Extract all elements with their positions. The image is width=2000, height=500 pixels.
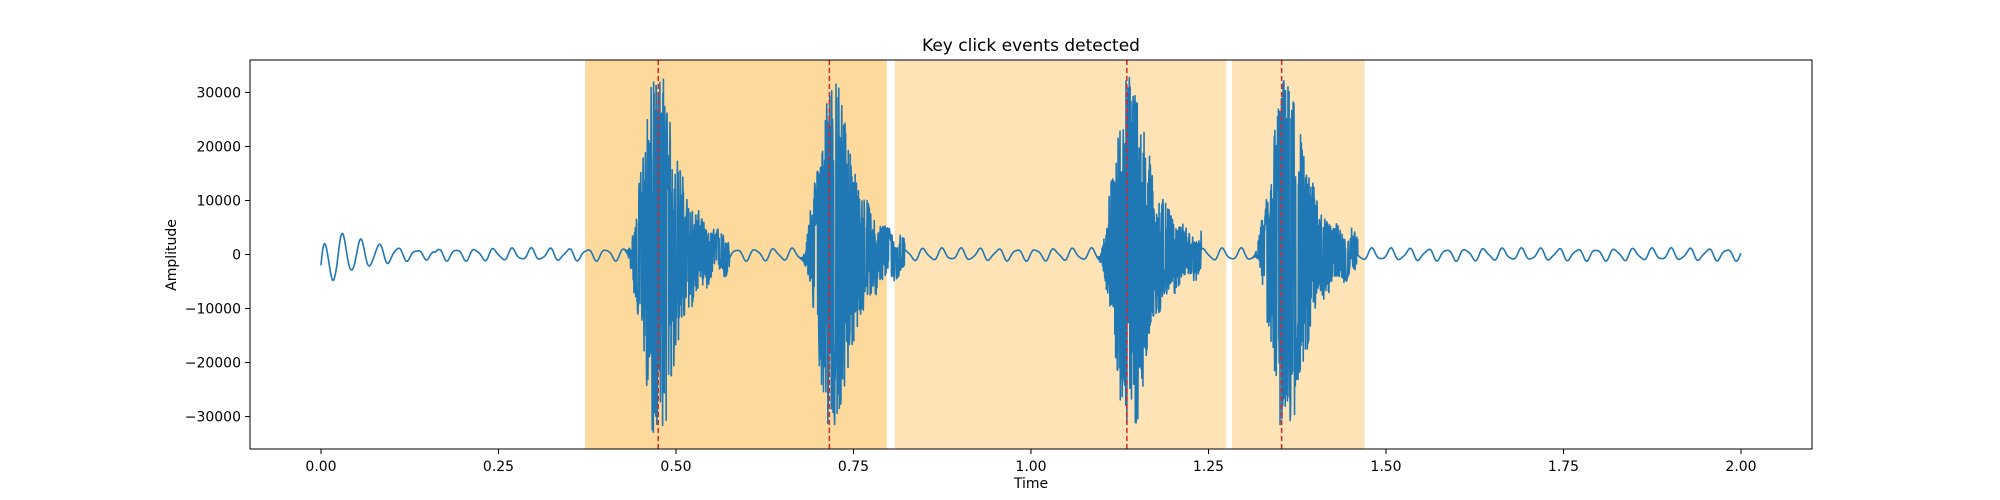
x-tick-label: 1.25 xyxy=(1193,459,1224,475)
y-tick-label: 30000 xyxy=(196,85,241,101)
x-tick-label: 1.00 xyxy=(1015,459,1046,475)
signal-line xyxy=(320,76,1742,434)
x-tick-label: 2.00 xyxy=(1725,459,1756,475)
x-tick-label: 0.50 xyxy=(660,459,691,475)
y-tick-label: 20000 xyxy=(196,139,241,155)
x-axis-title: Time xyxy=(1013,476,1048,492)
y-tick-label: −30000 xyxy=(185,410,241,426)
y-tick-label: −20000 xyxy=(185,356,241,372)
y-axis: −30000 −20000 −10000 0 10000 20000 30000 xyxy=(185,85,250,426)
x-tick-label: 0.00 xyxy=(305,459,336,475)
x-tick-label: 1.75 xyxy=(1548,459,1579,475)
y-tick-label: 0 xyxy=(232,248,241,264)
x-tick-label: 1.50 xyxy=(1370,459,1401,475)
signal-series xyxy=(320,76,1742,434)
x-axis: 0.00 0.25 0.50 0.75 1.00 1.25 1.50 1.75 2.00 xyxy=(305,449,1757,475)
y-axis-title: Amplitude xyxy=(164,219,180,291)
x-tick-label: 0.75 xyxy=(838,459,869,475)
event-markers xyxy=(657,60,1283,449)
y-tick-label: −10000 xyxy=(185,302,241,318)
y-tick-label: 10000 xyxy=(196,193,241,209)
x-tick-label: 0.25 xyxy=(483,459,514,475)
chart-title: Key click events detected xyxy=(922,36,1140,56)
